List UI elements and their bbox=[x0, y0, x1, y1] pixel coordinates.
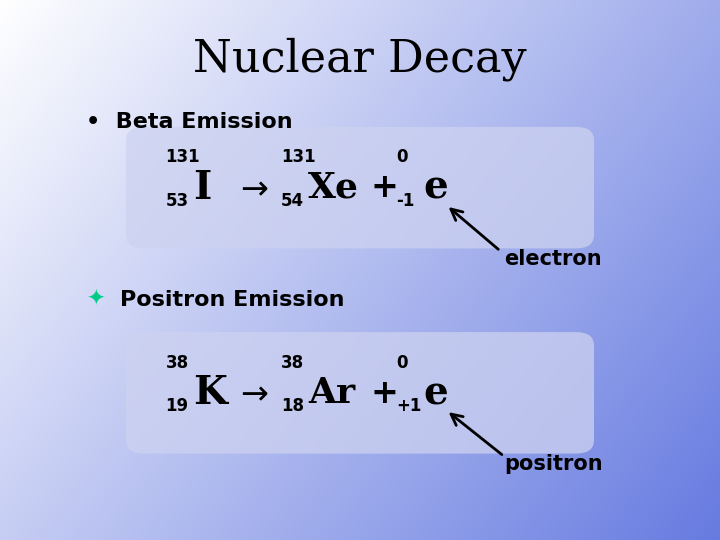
Text: $\rightarrow$: $\rightarrow$ bbox=[234, 171, 269, 205]
Text: positron: positron bbox=[504, 454, 603, 475]
Text: electron: electron bbox=[504, 249, 602, 269]
Text: e: e bbox=[423, 374, 448, 412]
Text: -1: -1 bbox=[396, 192, 415, 210]
Text: 54: 54 bbox=[281, 192, 304, 210]
FancyBboxPatch shape bbox=[126, 127, 594, 248]
FancyBboxPatch shape bbox=[126, 332, 594, 454]
Text: e: e bbox=[423, 169, 448, 207]
Text: K: K bbox=[193, 374, 227, 412]
Text: 131: 131 bbox=[281, 148, 315, 166]
Text: +1: +1 bbox=[396, 397, 421, 415]
Text: 0: 0 bbox=[396, 148, 408, 166]
Text: ✦: ✦ bbox=[86, 289, 105, 310]
Text: Xe: Xe bbox=[308, 171, 359, 205]
Text: +: + bbox=[371, 376, 399, 410]
Text: I: I bbox=[193, 169, 211, 207]
Text: •  Beta Emission: • Beta Emission bbox=[86, 111, 293, 132]
Text: 38: 38 bbox=[281, 354, 304, 372]
Text: +: + bbox=[371, 171, 399, 205]
Text: 131: 131 bbox=[166, 148, 200, 166]
Text: 53: 53 bbox=[166, 192, 189, 210]
Text: $\rightarrow$: $\rightarrow$ bbox=[234, 376, 269, 410]
Text: 19: 19 bbox=[166, 397, 189, 415]
Text: 18: 18 bbox=[281, 397, 304, 415]
Text: 38: 38 bbox=[166, 354, 189, 372]
Text: Positron Emission: Positron Emission bbox=[120, 289, 344, 310]
Text: Nuclear Decay: Nuclear Decay bbox=[193, 38, 527, 82]
Text: 0: 0 bbox=[396, 354, 408, 372]
Text: Ar: Ar bbox=[308, 376, 355, 410]
